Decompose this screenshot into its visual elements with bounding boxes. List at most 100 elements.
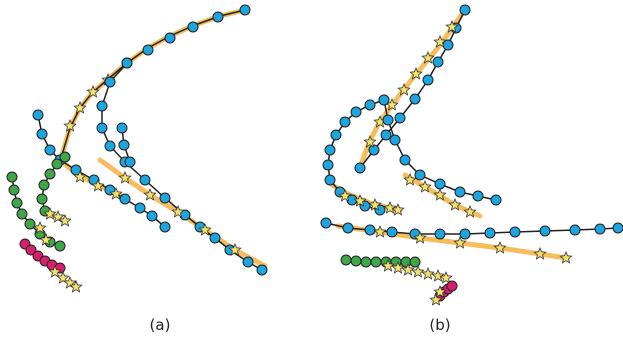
- track-point: [119, 193, 131, 205]
- track-point: [124, 156, 136, 168]
- star-point: [33, 220, 47, 234]
- star-point: [56, 270, 70, 284]
- star-point: [493, 240, 507, 254]
- star-point: [373, 224, 387, 238]
- track-point: [8, 184, 20, 196]
- track-point: [569, 224, 581, 236]
- star-point: [143, 187, 157, 201]
- star-point: [86, 84, 100, 98]
- star-point: [39, 232, 53, 246]
- star-point: [391, 260, 405, 274]
- track-point: [339, 116, 351, 128]
- track-point: [36, 128, 48, 140]
- track-point: [146, 210, 158, 222]
- track-point: [378, 94, 390, 106]
- star-point: [559, 250, 573, 264]
- star-point: [418, 179, 432, 193]
- track-point: [386, 226, 398, 238]
- track-point: [242, 256, 254, 268]
- path-line: [359, 9, 466, 169]
- star-point: [439, 270, 453, 284]
- track-point: [380, 129, 392, 141]
- track-point: [364, 224, 376, 236]
- star-point: [397, 82, 411, 96]
- track-point: [96, 122, 108, 134]
- track-point: [324, 144, 336, 156]
- track-point: [142, 44, 154, 56]
- track-point: [116, 122, 128, 134]
- star-point: [433, 187, 447, 201]
- track-point: [539, 225, 551, 237]
- star-point: [453, 235, 467, 249]
- star-point: [433, 34, 447, 48]
- track-point: [340, 254, 352, 266]
- star-point: [73, 100, 87, 114]
- track-point: [472, 190, 484, 202]
- star-point: [368, 197, 382, 211]
- track-point: [368, 144, 380, 156]
- track-point: [612, 222, 623, 234]
- track-point: [38, 179, 50, 191]
- panel-label: (b): [429, 316, 450, 334]
- track-point: [209, 232, 221, 244]
- track-point: [350, 255, 362, 267]
- track-point: [370, 256, 382, 268]
- star-point: [409, 66, 423, 80]
- track-point: [51, 158, 63, 170]
- track-point: [25, 244, 37, 256]
- star-point: [411, 264, 425, 278]
- track-point: [324, 174, 336, 186]
- star-point: [413, 230, 427, 244]
- star-point: [463, 204, 477, 218]
- trajectories: [6, 4, 623, 306]
- track-point: [432, 56, 444, 68]
- star-point: [433, 284, 447, 298]
- track-point: [446, 280, 458, 292]
- track-point: [139, 174, 151, 186]
- track-point: [187, 21, 199, 33]
- track-point: [118, 139, 130, 151]
- track-point: [509, 226, 521, 238]
- star-point: [431, 268, 445, 282]
- star-point: [363, 134, 377, 148]
- track-point: [434, 178, 446, 190]
- track-point: [256, 264, 268, 276]
- track-point: [6, 171, 18, 183]
- track-point: [414, 169, 426, 181]
- track-point: [484, 227, 496, 239]
- track-point: [104, 76, 116, 88]
- star-point: [118, 170, 132, 184]
- star-point: [353, 193, 367, 207]
- track-point: [459, 228, 471, 240]
- track-point: [44, 168, 56, 180]
- track-point: [389, 134, 401, 146]
- track-point: [350, 106, 362, 118]
- track-point: [382, 114, 394, 126]
- track-point: [212, 11, 224, 23]
- track-point: [399, 154, 411, 166]
- track-point: [59, 151, 71, 163]
- track-point: [409, 93, 421, 105]
- star-point: [58, 213, 72, 227]
- track-point: [159, 192, 171, 204]
- track-point: [44, 144, 56, 156]
- track-point: [434, 228, 446, 240]
- star-point: [533, 246, 547, 260]
- track-point: [322, 159, 334, 171]
- star-point: [63, 118, 77, 132]
- star-point: [421, 266, 435, 280]
- star-point: [228, 242, 242, 256]
- track-point: [16, 208, 28, 220]
- star-point: [421, 50, 435, 64]
- track-point: [159, 221, 171, 233]
- star-point: [381, 258, 395, 272]
- star-point: [171, 204, 185, 218]
- track-point: [24, 218, 36, 230]
- star-point: [401, 262, 415, 276]
- star-point: [429, 292, 443, 306]
- star-point: [445, 19, 459, 33]
- track-point: [104, 140, 116, 152]
- track-point: [134, 202, 146, 214]
- track-point: [239, 4, 251, 16]
- track-point: [354, 162, 366, 174]
